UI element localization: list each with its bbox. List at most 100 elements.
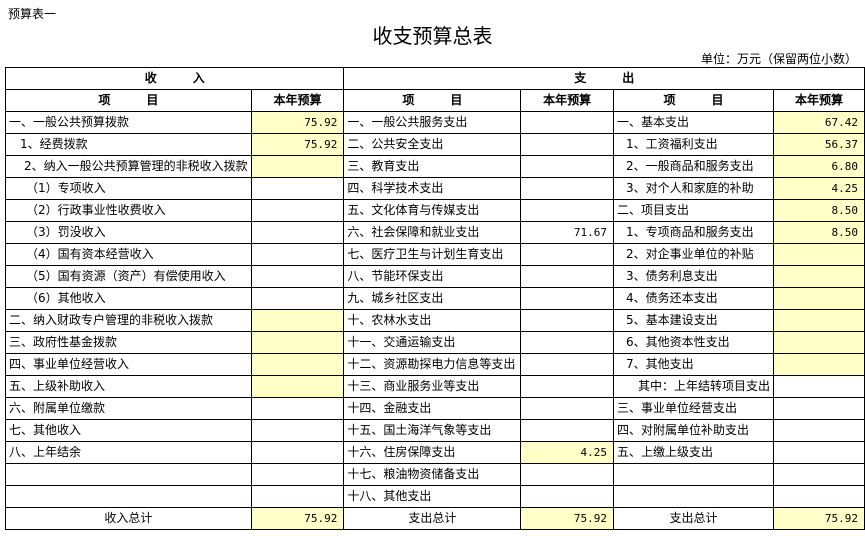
item-name: 6、其他资本性支出 <box>613 331 775 354</box>
budget-value: 4.25 <box>520 441 615 464</box>
item-name: 2、一般商品和服务支出 <box>613 155 775 178</box>
total-label: 收入总计 <box>5 507 252 530</box>
item-name: （4）国有资本经营收入 <box>5 243 252 266</box>
budget-table: 收 入 支 出 项 目本年预算项 目本年预算项 目本年预算 一、一般公共预算拨款 7… <box>4 67 865 530</box>
budget-value <box>520 243 615 266</box>
budget-value <box>520 177 615 200</box>
budget-value <box>250 419 345 442</box>
item-name: 3、债务利息支出 <box>613 265 775 288</box>
item-name: 十一、交通运输支出 <box>343 331 522 354</box>
table-label: 预算表一 <box>8 7 57 21</box>
budget-value <box>250 221 345 244</box>
item-name: （5）国有资源（资产）有偿使用收入 <box>5 265 252 288</box>
budget-value <box>250 331 345 354</box>
item-name: 八、上年结余 <box>5 441 252 464</box>
item-name: 六、附属单位缴款 <box>5 397 252 420</box>
item-name: 一、一般公共服务支出 <box>343 111 522 134</box>
table-row: 2、纳入一般公共预算管理的非税收入拨款 三、教育支出 2、一般商品和服务支出 6.80 <box>5 155 865 178</box>
budget-value <box>250 397 345 420</box>
table-row: 十七、粮油物资储备支出 <box>5 463 865 486</box>
item-name <box>5 485 252 508</box>
column-header: 项 目 <box>5 89 252 112</box>
group-header-row: 收 入 支 出 <box>4 67 865 90</box>
total-label: 支出总计 <box>343 507 522 530</box>
column-header: 项 目 <box>343 89 522 112</box>
item-name: 十四、金融支出 <box>343 397 522 420</box>
table-row: （6）其他收入 九、城乡社区支出 4、债务还本支出 <box>5 287 865 310</box>
item-name: 四、科学技术支出 <box>343 177 522 200</box>
item-name <box>5 463 252 486</box>
table-row: 八、上年结余 十六、住房保障支出 4.25 五、上缴上级支出 <box>5 441 865 464</box>
budget-value <box>773 353 865 376</box>
item-name: 7、其他支出 <box>613 353 775 376</box>
item-name: 三、教育支出 <box>343 155 522 178</box>
item-name: 十三、商业服务业等支出 <box>343 375 522 398</box>
item-name: 一、一般公共预算拨款 <box>5 111 252 134</box>
item-name: 4、债务还本支出 <box>613 287 775 310</box>
budget-value <box>520 419 615 442</box>
totals-row: 收入总计 75.92 支出总计 75.92 支出总计 75.92 <box>5 507 865 530</box>
item-name: （1）专项收入 <box>5 177 252 200</box>
table-row: 十八、其他支出 <box>5 485 865 508</box>
budget-value: 4.25 <box>773 177 865 200</box>
item-name: 五、文化体育与传媒支出 <box>343 199 522 222</box>
unit-note: 单位：万元（保留两位小数） <box>700 52 857 66</box>
budget-value <box>773 485 865 508</box>
column-header: 项 目 <box>613 89 775 112</box>
item-name: 五、上级补助收入 <box>5 375 252 398</box>
item-name: 八、节能环保支出 <box>343 265 522 288</box>
budget-value <box>250 287 345 310</box>
column-header: 本年预算 <box>250 89 345 112</box>
item-name: 二、公共安全支出 <box>343 133 522 156</box>
item-name: 1、工资福利支出 <box>613 133 775 156</box>
item-name: 六、社会保障和就业支出 <box>343 221 522 244</box>
budget-value: 75.92 <box>250 133 345 156</box>
budget-value <box>520 265 615 288</box>
total-value: 75.92 <box>250 507 345 530</box>
column-header-row: 项 目本年预算项 目本年预算项 目本年预算 <box>5 89 865 112</box>
item-name: （6）其他收入 <box>5 287 252 310</box>
budget-value <box>250 177 345 200</box>
budget-value <box>773 331 865 354</box>
item-name: 七、其他收入 <box>5 419 252 442</box>
budget-value <box>520 287 615 310</box>
item-name: 5、基本建设支出 <box>613 309 775 332</box>
budget-value <box>250 309 345 332</box>
budget-value <box>250 265 345 288</box>
budget-value <box>520 111 615 134</box>
table-row: （2）行政事业性收费收入 五、文化体育与传媒支出 二、项目支出 8.50 <box>5 199 865 222</box>
budget-value <box>773 375 865 398</box>
item-name: 九、城乡社区支出 <box>343 287 522 310</box>
item-name: 五、上缴上级支出 <box>613 441 775 464</box>
budget-value <box>520 155 615 178</box>
table-row: （1）专项收入 四、科学技术支出 3、对个人和家庭的补助 4.25 <box>5 177 865 200</box>
table-row: 七、其他收入 十五、国土海洋气象等支出 四、对附属单位补助支出 <box>5 419 865 442</box>
item-name: 二、纳入财政专户管理的非税收入拨款 <box>5 309 252 332</box>
item-name: 一、基本支出 <box>613 111 775 134</box>
item-name: 其中：上年结转项目支出 <box>613 375 775 398</box>
item-name: 二、项目支出 <box>613 199 775 222</box>
table-row: 1、经费拨款 75.92 二、公共安全支出 1、工资福利支出 56.37 <box>5 133 865 156</box>
item-name <box>613 485 775 508</box>
title: 收支预算总表 <box>372 24 493 48</box>
budget-value: 8.50 <box>773 199 865 222</box>
table-row: 二、纳入财政专户管理的非税收入拨款 十、农林水支出 5、基本建设支出 <box>5 309 865 332</box>
item-name: 十八、其他支出 <box>343 485 522 508</box>
budget-value <box>773 265 865 288</box>
item-name: 十、农林水支出 <box>343 309 522 332</box>
item-name: 十七、粮油物资储备支出 <box>343 463 522 486</box>
budget-value <box>773 463 865 486</box>
group-header: 支 出 <box>343 67 865 90</box>
table-row: 五、上级补助收入 十三、商业服务业等支出 其中：上年结转项目支出 <box>5 375 865 398</box>
total-label: 支出总计 <box>613 507 775 530</box>
budget-value <box>773 441 865 464</box>
budget-value: 56.37 <box>773 133 865 156</box>
budget-value <box>520 353 615 376</box>
table-row: 四、事业单位经营收入 十二、资源勘探电力信息等支出 7、其他支出 <box>5 353 865 376</box>
item-name: 四、对附属单位补助支出 <box>613 419 775 442</box>
item-name: （3）罚没收入 <box>5 221 252 244</box>
budget-value <box>250 243 345 266</box>
item-name: 十二、资源勘探电力信息等支出 <box>343 353 522 376</box>
table-row: （3）罚没收入 六、社会保障和就业支出 71.67 1、专项商品和服务支出 8.50 <box>5 221 865 244</box>
